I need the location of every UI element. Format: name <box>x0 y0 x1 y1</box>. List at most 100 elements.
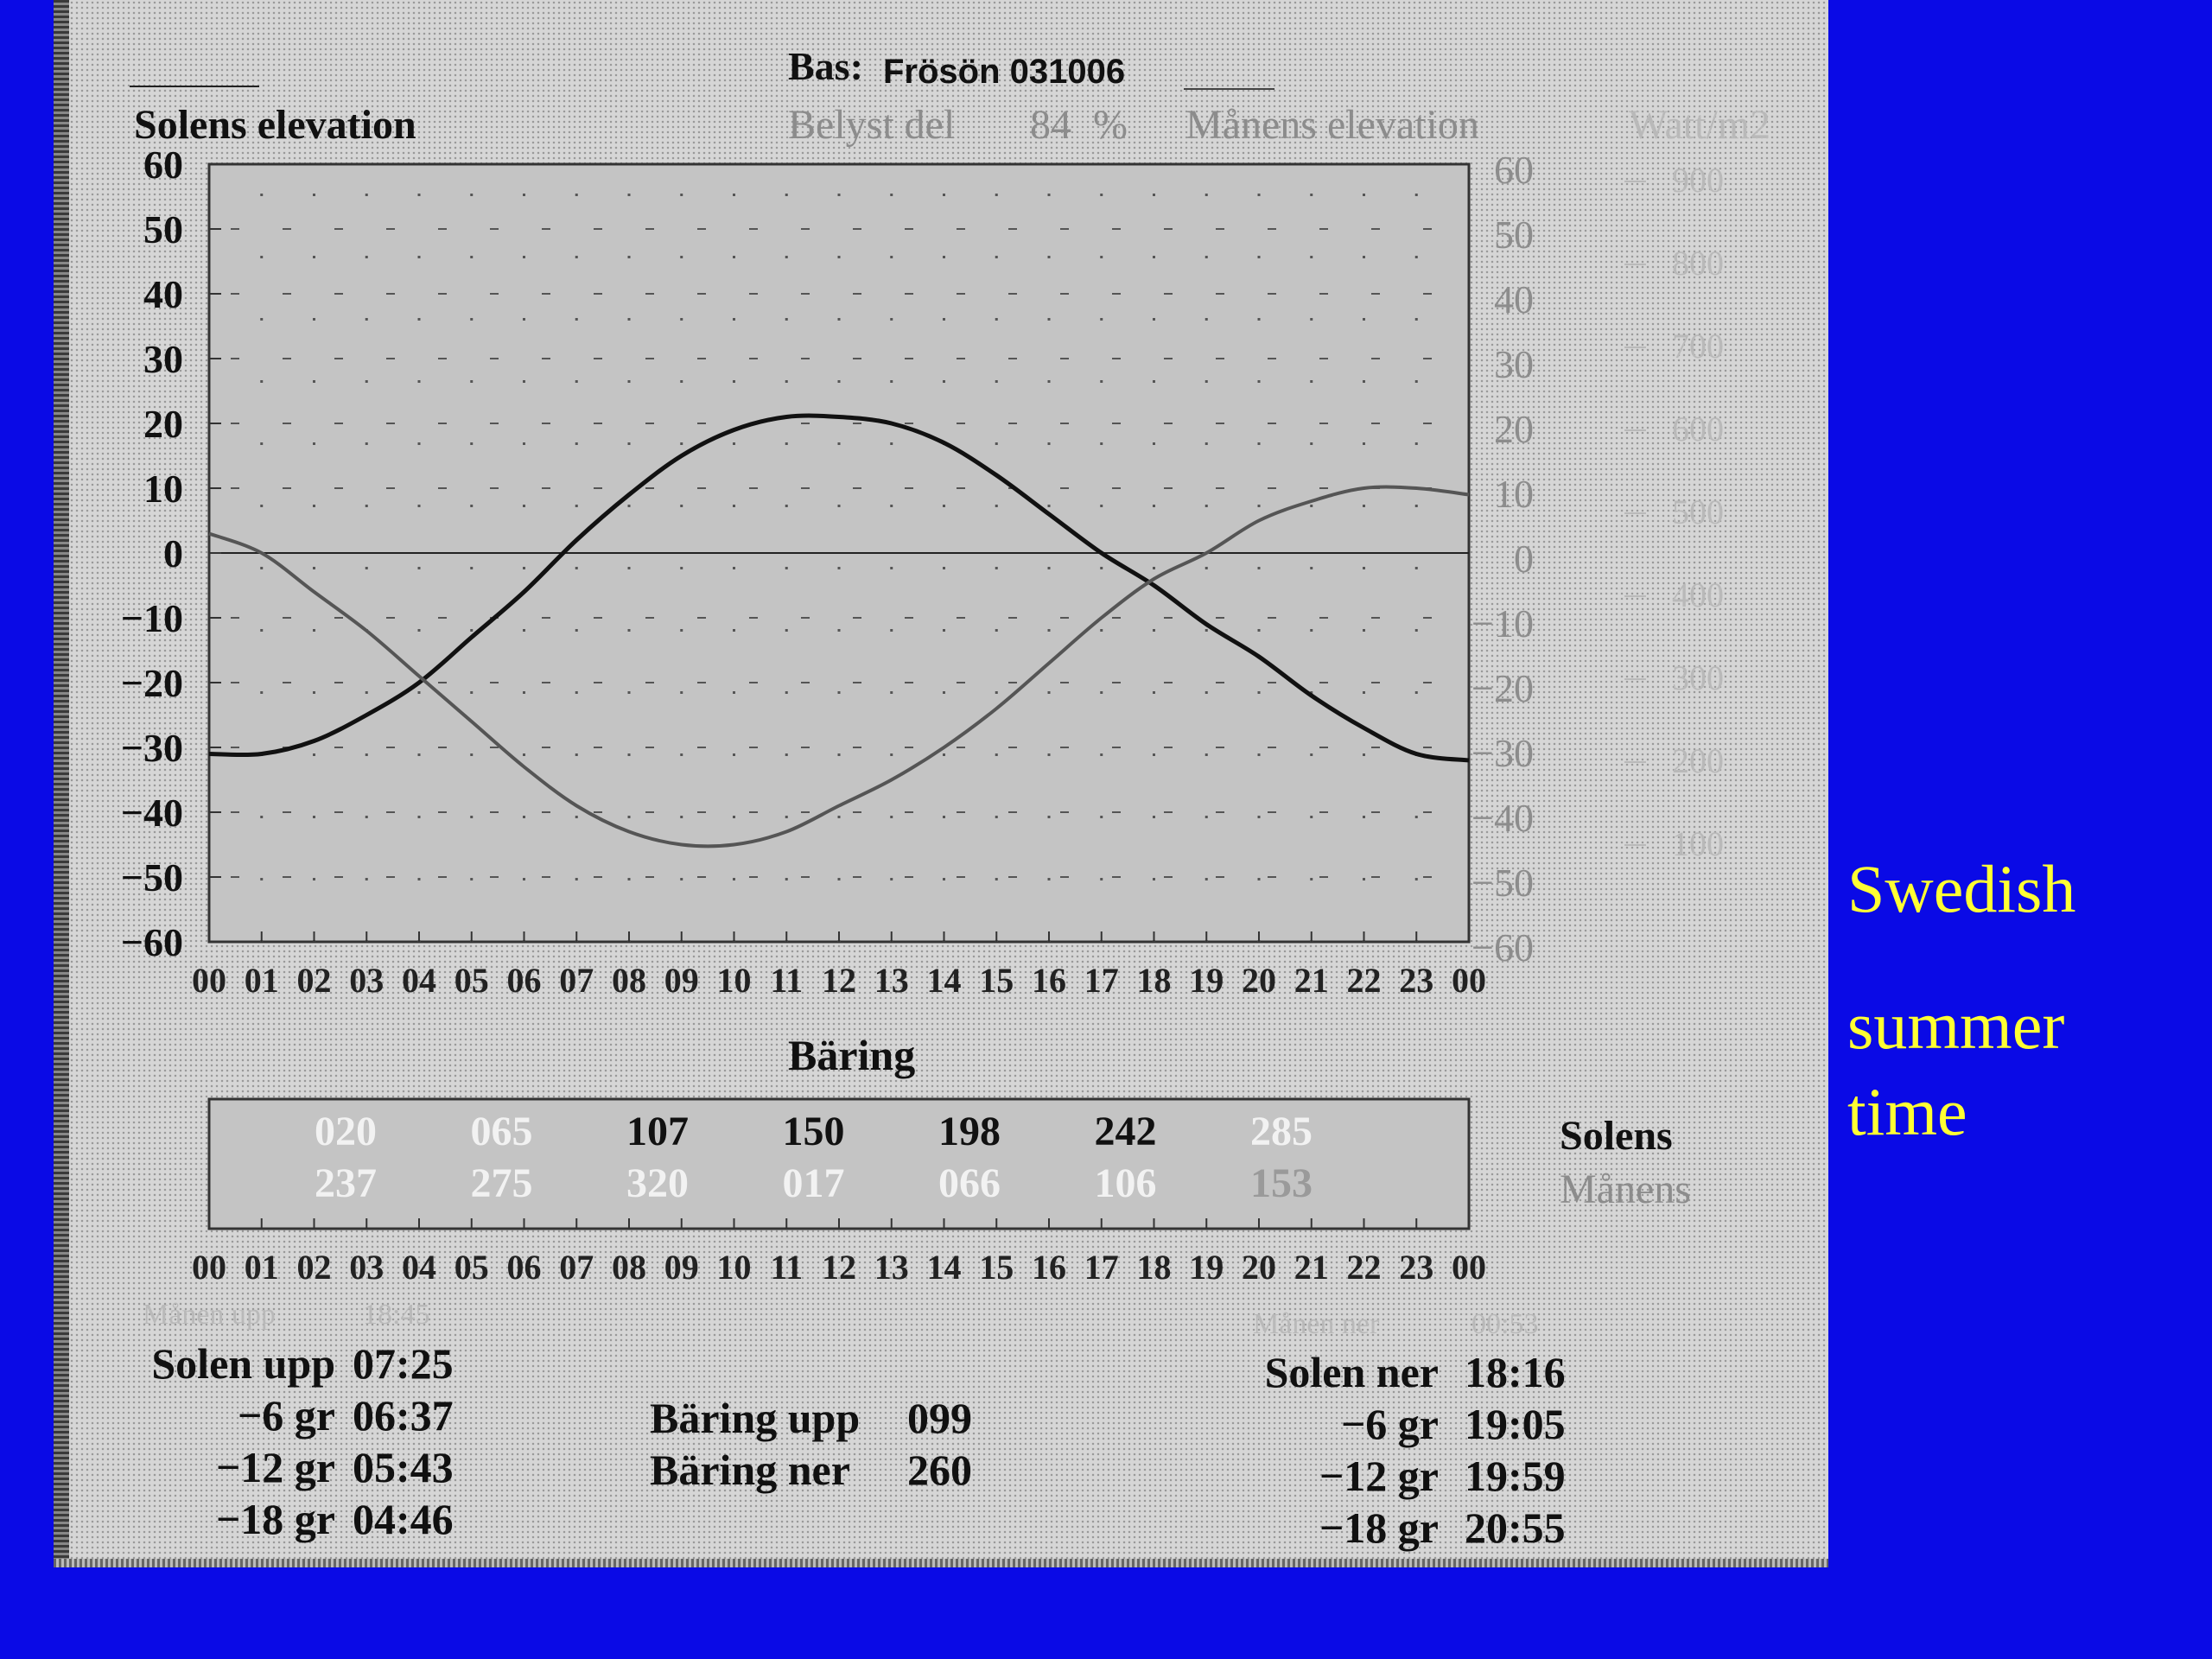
x-tick-label: 23 <box>1399 961 1433 1000</box>
bearing-moon-value: 275 <box>471 1160 533 1206</box>
x-tick-label: 16 <box>1032 961 1066 1000</box>
bearing-sun-value: 107 <box>626 1109 689 1154</box>
y-tick-label: −40 <box>121 791 183 835</box>
x-tick-label: 20 <box>1242 1248 1276 1287</box>
far-right-tick-label: 900 <box>1672 161 1724 200</box>
y2-tick-label: 0 <box>1514 537 1534 581</box>
side-note-line3: time <box>1847 1074 1967 1149</box>
y2-tick-label: 60 <box>1494 148 1534 192</box>
bearing-moon-value: 106 <box>1095 1160 1157 1206</box>
scan-edge <box>54 0 69 1567</box>
bearing-moon-value: 237 <box>315 1160 377 1206</box>
set-minus6-label: −6 gr <box>1341 1400 1439 1448</box>
x-tick-label: 09 <box>664 961 699 1000</box>
x-tick-label: 06 <box>507 961 542 1000</box>
x-tick-label: 01 <box>245 961 279 1000</box>
y-tick-label: 60 <box>143 143 183 187</box>
bearing-x-axis-ticks: 00 01 02 03 04 05 06 07 08 09 10 11 12 13 14 15 16 17 18 19… <box>192 1218 1486 1287</box>
y2-tick-label: 10 <box>1494 472 1534 516</box>
x-tick-label: 10 <box>717 1248 752 1287</box>
x-tick-label: 00 <box>192 961 226 1000</box>
bearing-sun-value: 020 <box>315 1109 377 1154</box>
bearing-sun-value: 065 <box>471 1109 533 1154</box>
x-tick-label: 07 <box>559 1248 594 1287</box>
x-tick-label: 00 <box>1452 961 1486 1000</box>
x-tick-label: 08 <box>612 961 646 1000</box>
x-tick-label: 12 <box>822 1248 856 1287</box>
far-right-tick-label: 100 <box>1672 824 1724 863</box>
y-tick-label: 30 <box>143 337 183 381</box>
x-tick-label: 03 <box>349 961 384 1000</box>
bearing-sun-value: 150 <box>783 1109 845 1154</box>
y-tick-label: −50 <box>121 855 183 899</box>
moon-rise-time: 18:45 <box>363 1299 429 1331</box>
set-minus6-time: 19:05 <box>1465 1400 1566 1448</box>
y-tick-label: 50 <box>143 207 183 251</box>
x-tick-label: 14 <box>927 961 962 1000</box>
x-axis-ticks: 00 01 02 03 04 05 06 07 08 09 10 11 12 13 14 15 16 17 18 19… <box>192 931 1486 1000</box>
set-minus18-label: −18 gr <box>1319 1503 1439 1552</box>
x-tick-label: 07 <box>559 961 594 1000</box>
rise-minus6-label: −6 gr <box>238 1391 335 1440</box>
series-line-1 <box>208 413 1470 763</box>
far-right-tick-label: 700 <box>1672 327 1724 365</box>
bearing-moon-value: 153 <box>1250 1160 1313 1206</box>
y2-tick-label: 20 <box>1494 407 1534 451</box>
bearing-sun-value: 242 <box>1095 1109 1157 1154</box>
x-tick-label: 18 <box>1137 961 1172 1000</box>
bearing-rise-value: 099 <box>907 1394 972 1442</box>
rise-minus6-time: 06:37 <box>353 1391 454 1440</box>
x-tick-label: 06 <box>507 1248 542 1287</box>
x-tick-label: 00 <box>1452 1248 1486 1287</box>
rise-minus12-label: −12 gr <box>216 1443 335 1491</box>
x-tick-label: 15 <box>979 1248 1014 1287</box>
x-tick-label: 17 <box>1084 1248 1119 1287</box>
y-tick-label: −20 <box>121 661 183 705</box>
moon-rise-label: Månen upp <box>143 1299 276 1331</box>
x-tick-label: 05 <box>454 961 489 1000</box>
y2-tick-label: −10 <box>1471 601 1534 645</box>
rise-minus18-time: 04:46 <box>353 1495 454 1543</box>
rise-minus12-time: 05:43 <box>353 1443 454 1491</box>
x-tick-label: 11 <box>770 961 803 1000</box>
scan-bottom-edge <box>54 1559 1828 1567</box>
set-minus12-time: 19:59 <box>1465 1452 1566 1500</box>
x-tick-label: 22 <box>1347 961 1382 1000</box>
y2-tick-label: −30 <box>1471 731 1534 775</box>
x-tick-label: 04 <box>402 1248 436 1287</box>
x-tick-label: 16 <box>1032 1248 1066 1287</box>
far-right-axis-title: Watt/m2 <box>1629 102 1770 148</box>
y2-tick-label: −40 <box>1471 796 1534 840</box>
left-y-ticks: 60 50 40 30 20 10 0 −10 −20 −30 −40 −50 −60 <box>121 143 221 964</box>
x-tick-label: 09 <box>664 1248 699 1287</box>
bearing-sun-label: Solens <box>1560 1113 1673 1159</box>
bearing-band <box>207 1097 1471 1230</box>
x-tick-label: 02 <box>297 1248 332 1287</box>
sun-rise-time: 07:25 <box>353 1339 454 1388</box>
x-tick-label: 03 <box>349 1248 384 1287</box>
bearing-title: Bäring <box>788 1031 915 1079</box>
right-y-ticks: 60 50 40 30 20 10 0 −10 −20 −30 −40 −50 −60 <box>1471 148 1534 969</box>
side-note-line2: summer <box>1847 988 2065 1063</box>
belyst-label: Belyst del <box>788 102 955 148</box>
bas-label: Bas: <box>788 44 863 88</box>
y2-tick-label: 50 <box>1494 213 1534 257</box>
x-tick-label: 15 <box>979 961 1014 1000</box>
rise-minus18-label: −18 gr <box>216 1495 335 1543</box>
x-tick-label: 13 <box>874 1248 909 1287</box>
x-tick-label: 19 <box>1189 1248 1224 1287</box>
belyst-value: 84 <box>1030 102 1071 148</box>
far-right-tick-label: 400 <box>1672 575 1724 614</box>
sun-rise-label: Solen upp <box>151 1339 335 1388</box>
far-right-tick-label: 600 <box>1672 410 1724 448</box>
bearing-moon-value: 320 <box>626 1160 689 1206</box>
x-tick-label: 18 <box>1137 1248 1172 1287</box>
moon-set-time: 00:53 <box>1471 1308 1538 1340</box>
y2-tick-label: −50 <box>1471 861 1534 905</box>
sun-set-label: Solen ner <box>1265 1348 1439 1396</box>
y2-tick-label: −20 <box>1471 666 1534 710</box>
bearing-sun-value: 285 <box>1250 1109 1313 1154</box>
series-line-2 <box>208 485 1470 849</box>
far-right-ticks: 900 800 700 600 500 400 300 200 100 <box>1624 161 1724 863</box>
